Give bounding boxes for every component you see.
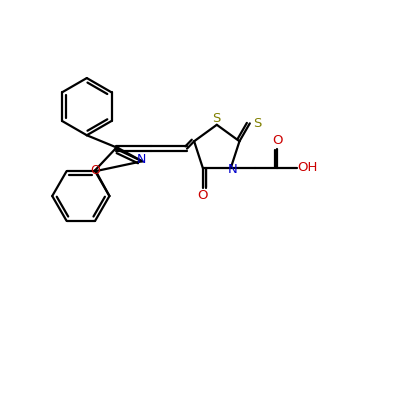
Text: O: O [198,189,208,202]
Text: O: O [272,134,282,148]
Text: O: O [90,164,100,177]
Text: OH: OH [297,162,317,174]
Text: N: N [137,153,146,166]
Text: N: N [228,163,238,176]
Text: S: S [213,112,221,124]
Text: S: S [254,117,262,130]
